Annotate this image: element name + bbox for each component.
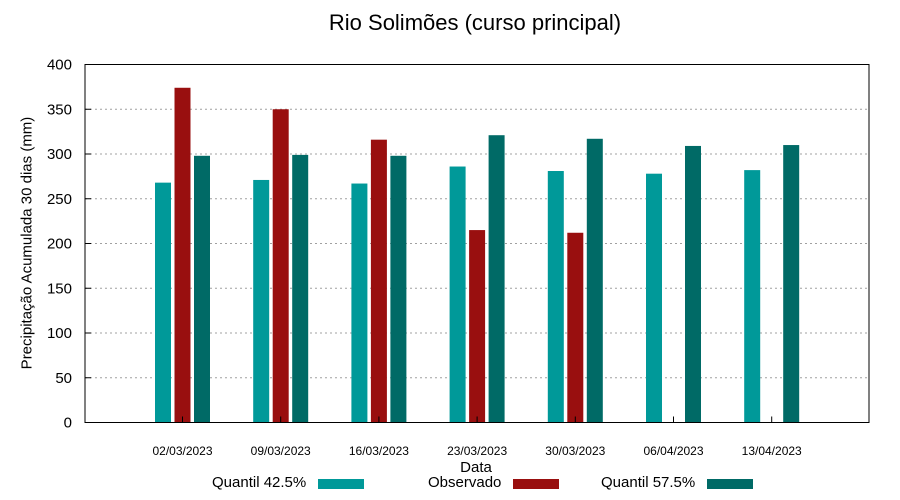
legend-swatch	[707, 479, 754, 489]
bar	[272, 109, 289, 423]
bar	[370, 139, 387, 423]
bar	[351, 183, 368, 423]
chart-title: Rio Solimões (curso principal)	[328, 10, 622, 35]
legend-swatch	[513, 479, 560, 489]
x-tick-label: 30/03/2023	[545, 444, 605, 458]
x-tick-label: 13/04/2023	[742, 444, 802, 458]
y-tick-label: 400	[47, 57, 72, 74]
bar	[469, 230, 486, 423]
x-tick-label: 06/04/2023	[643, 444, 703, 458]
legend: Quantil 42.5% Observado Quantil 57.5%	[0, 474, 900, 496]
legend-label: Quantil 57.5%	[601, 474, 696, 491]
legend-swatch	[318, 479, 365, 489]
legend-item-quantil-57: Quantil 57.5%	[601, 474, 754, 491]
bar	[547, 171, 564, 423]
y-tick-label: 150	[47, 280, 72, 297]
bar	[155, 182, 171, 423]
y-tick-label: 50	[55, 370, 72, 387]
bar	[174, 87, 191, 423]
bar	[292, 154, 309, 423]
bar	[449, 166, 466, 423]
legend-item-observado: Observado	[428, 474, 560, 491]
y-tick-label: 250	[47, 191, 72, 208]
y-tick-label: 350	[47, 101, 72, 118]
x-tick-label: 09/03/2023	[251, 444, 311, 458]
bar	[488, 135, 505, 423]
legend-label: Quantil 42.5%	[212, 474, 307, 491]
x-tick-label: 02/03/2023	[152, 444, 212, 458]
bar	[744, 170, 761, 423]
bar	[567, 232, 584, 423]
bar	[646, 173, 662, 423]
y-tick-label: 0	[64, 415, 72, 432]
bar	[390, 155, 407, 423]
legend-label: Observado	[428, 474, 502, 491]
y-tick-label: 300	[47, 146, 72, 163]
legend-item-quantil-42: Quantil 42.5%	[212, 474, 365, 491]
bar	[194, 155, 210, 423]
x-tick-label: 23/03/2023	[447, 444, 507, 458]
y-tick-label: 200	[47, 236, 72, 253]
x-tick-label: 16/03/2023	[349, 444, 409, 458]
plot-frame	[84, 64, 870, 423]
y-tick-label: 100	[47, 325, 72, 342]
bar	[253, 179, 270, 423]
bar	[586, 138, 603, 423]
bar	[685, 145, 701, 423]
x-axis-label: Data	[460, 459, 492, 476]
bar	[783, 145, 800, 423]
